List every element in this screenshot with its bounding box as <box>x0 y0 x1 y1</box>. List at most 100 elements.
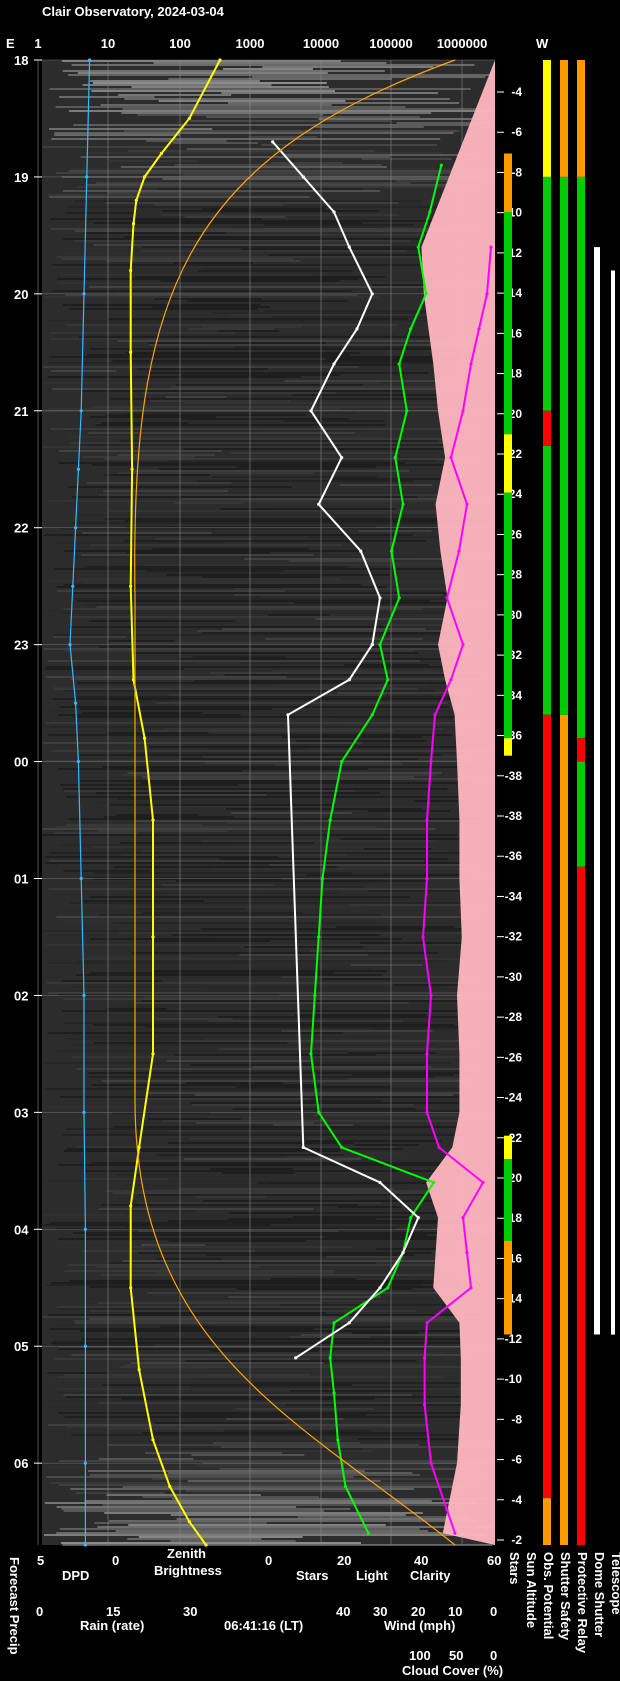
streak <box>192 656 286 658</box>
streak <box>241 948 316 950</box>
streak <box>76 960 447 962</box>
streak <box>42 742 362 744</box>
streak <box>104 1512 423 1514</box>
streak <box>167 1472 413 1474</box>
streak <box>120 774 437 776</box>
streak <box>90 80 260 82</box>
streak <box>141 1244 205 1246</box>
streak <box>213 868 472 870</box>
streak <box>88 1470 365 1472</box>
cloud-cover-point <box>485 292 489 296</box>
streak <box>85 506 260 508</box>
rain-tick-15: 15 <box>106 1604 120 1619</box>
streak <box>88 286 480 288</box>
streak <box>43 1224 271 1226</box>
streak <box>54 132 454 134</box>
streak <box>153 62 387 64</box>
streak <box>92 1440 487 1442</box>
streak <box>43 1062 451 1064</box>
streak <box>141 850 447 852</box>
wind-tick-10: 10 <box>448 1604 462 1619</box>
streak <box>158 100 346 102</box>
streak <box>339 484 433 486</box>
dpd-tick-0: 0 <box>112 1553 119 1568</box>
streak <box>81 1338 463 1340</box>
status-stars-segment <box>504 1135 512 1160</box>
streak <box>104 458 480 460</box>
streak <box>382 624 452 626</box>
streak <box>63 252 274 254</box>
streak <box>152 548 309 550</box>
streak <box>107 1262 377 1264</box>
scl-tick-20: 20 <box>337 1553 351 1568</box>
streak <box>71 1354 472 1356</box>
streak <box>240 662 362 664</box>
zenith-brightness-point <box>129 350 133 354</box>
streak <box>371 284 433 286</box>
streak <box>256 968 373 970</box>
streak <box>131 652 419 654</box>
streak <box>170 1514 406 1516</box>
streak <box>135 770 242 772</box>
streak <box>274 684 427 686</box>
streak <box>66 1396 471 1398</box>
dome-shutter-bar <box>594 247 600 1335</box>
streak <box>59 1346 479 1348</box>
streak <box>56 1392 370 1394</box>
clarity-point <box>313 993 317 998</box>
sun-tick-label: -2 <box>511 1533 522 1547</box>
streak <box>284 242 396 244</box>
streak <box>51 1342 475 1344</box>
streak <box>42 146 167 148</box>
top-tick-1000: 1000 <box>236 36 265 51</box>
streak <box>49 218 262 220</box>
streak <box>158 468 340 470</box>
stars-point <box>401 1251 405 1255</box>
stars-point <box>340 456 344 460</box>
streak <box>62 612 485 614</box>
streak <box>88 1072 488 1074</box>
streak <box>88 956 190 958</box>
stars-point <box>271 140 275 144</box>
streak <box>205 1254 414 1256</box>
streak <box>224 674 474 676</box>
streak <box>64 1374 311 1376</box>
streak <box>42 288 459 290</box>
streak <box>202 632 494 634</box>
streak <box>135 1098 311 1100</box>
streak <box>142 438 481 440</box>
streak <box>112 360 455 362</box>
streak <box>347 1078 471 1080</box>
streak <box>131 86 329 88</box>
streak <box>121 1398 375 1400</box>
streak <box>43 366 359 368</box>
streak <box>45 710 486 712</box>
streak <box>187 1480 381 1482</box>
streak <box>49 852 483 854</box>
streak <box>51 266 323 268</box>
streak <box>49 356 491 358</box>
streak <box>135 820 487 822</box>
streak <box>252 1066 432 1068</box>
cloud-cover-point <box>489 245 493 249</box>
streak <box>64 650 415 652</box>
streak <box>228 1212 485 1214</box>
time-tick-03: 03 <box>14 1105 28 1120</box>
streak <box>92 1024 455 1026</box>
streak <box>47 500 471 502</box>
streak <box>65 920 318 922</box>
streak <box>122 1260 459 1262</box>
clarity-label: Clarity <box>410 1568 451 1583</box>
streak <box>156 1272 334 1274</box>
streak <box>141 1432 428 1434</box>
streak <box>133 470 410 472</box>
streak <box>57 1242 278 1244</box>
streak <box>336 926 455 928</box>
streak <box>98 1458 194 1460</box>
status-stars-segment <box>504 738 512 756</box>
clarity-point <box>366 1531 371 1535</box>
streak <box>181 374 341 376</box>
streak <box>336 718 476 720</box>
streak <box>92 878 282 880</box>
streak <box>46 1476 354 1478</box>
